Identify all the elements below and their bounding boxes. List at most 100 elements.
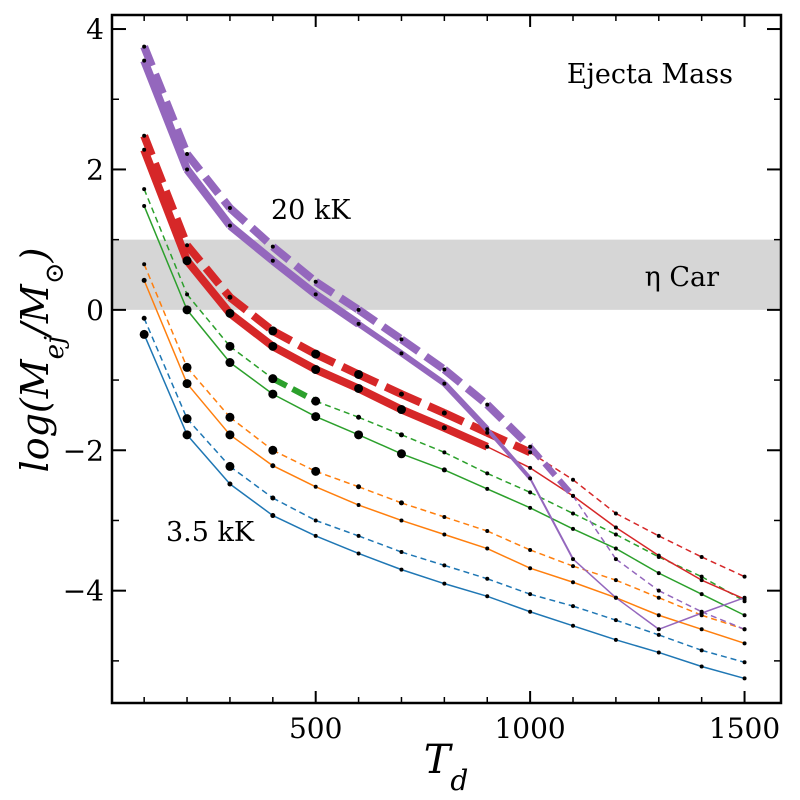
data-point — [182, 305, 192, 315]
series-red-dashed — [140, 134, 745, 578]
segment-3-5-kk-dashed — [615, 619, 660, 636]
segment-20-kk-dashed — [527, 444, 576, 498]
data-point — [528, 450, 533, 455]
markers-orange-dashed — [142, 262, 747, 632]
segment-green-solid — [229, 361, 274, 395]
data-point — [398, 500, 404, 506]
segment-20-kk-dashed — [140, 45, 191, 156]
data-point — [142, 133, 147, 138]
series-3-5-kk-solid — [143, 334, 745, 680]
data-point — [442, 367, 447, 372]
data-point — [613, 578, 618, 583]
data-point — [142, 187, 147, 192]
data-point — [528, 609, 533, 614]
data-point — [528, 505, 533, 510]
data-point — [442, 381, 447, 386]
segment-orange-solid — [444, 533, 488, 550]
segment-red-solid — [658, 554, 703, 581]
data-point — [270, 244, 275, 249]
data-point — [742, 613, 747, 618]
data-point — [528, 476, 533, 481]
segment-orange-solid — [358, 504, 402, 522]
data-point — [313, 279, 318, 284]
segment-orange-solid — [272, 465, 317, 488]
data-point — [571, 526, 576, 531]
markers-3-5-kk-solid — [139, 329, 747, 681]
segment-3-5-kk-dashed — [529, 593, 574, 607]
segment-red-dashed — [572, 479, 617, 515]
segment-3-5-kk-dashed — [272, 497, 317, 522]
tick-label-layer: 500 1000 1500 −4 −2 0 2 4 — [63, 13, 780, 745]
data-point — [311, 412, 321, 422]
series-3-5-kk-dashed — [143, 317, 745, 664]
segment-orange-dashed — [315, 470, 359, 488]
data-point — [356, 533, 361, 538]
segment-20-kk-solid — [658, 612, 702, 630]
data-point — [227, 223, 232, 228]
segment-3-5-kk-solid — [186, 434, 231, 485]
segment-red-solid — [314, 365, 361, 393]
data-point — [571, 557, 576, 562]
data-point — [399, 351, 404, 356]
markers-3-5-kk-dashed — [141, 315, 747, 665]
data-point — [141, 315, 147, 321]
data-point — [485, 529, 490, 533]
y-tick-label: −4 — [63, 575, 104, 608]
data-point — [485, 444, 490, 449]
data-point — [656, 588, 661, 593]
data-point — [699, 664, 704, 669]
data-point — [270, 513, 276, 519]
data-point — [225, 461, 235, 471]
segment-3-5-kk-solid — [658, 651, 702, 668]
data-point — [356, 551, 361, 556]
markers-orange-solid — [141, 277, 747, 646]
series-red-solid — [140, 148, 745, 600]
data-point — [699, 592, 704, 597]
data-point — [311, 466, 321, 476]
data-point — [313, 292, 318, 297]
data-point — [485, 546, 490, 551]
eta-car-band — [112, 239, 781, 310]
markers-red-dashed — [142, 133, 747, 579]
segment-green-solid — [615, 547, 660, 574]
segment-green-solid — [358, 434, 402, 455]
data-point — [142, 147, 147, 152]
data-point — [699, 609, 704, 614]
segment-green-solid — [315, 415, 359, 436]
data-point — [656, 533, 661, 538]
segment-20-kk-dashed — [701, 611, 745, 630]
data-point — [485, 486, 490, 491]
data-point — [528, 465, 533, 470]
data-point — [268, 374, 278, 384]
data-point — [311, 349, 321, 359]
data-point — [268, 341, 278, 351]
segment-red-solid — [356, 384, 404, 414]
segment-20-kk-solid — [140, 59, 191, 171]
data-point — [528, 592, 533, 597]
data-point — [742, 676, 747, 681]
data-point — [141, 277, 147, 283]
segment-orange-dashed — [401, 502, 445, 518]
cool-temperature-label: 3.5 kK — [166, 517, 255, 548]
segment-green-solid — [444, 469, 488, 490]
segment-green-dashed — [615, 533, 660, 558]
data-point — [613, 525, 618, 530]
data-point — [699, 554, 704, 559]
data-point — [182, 362, 192, 372]
data-point — [356, 321, 361, 326]
segment-20-kk-solid — [442, 381, 490, 432]
data-point — [613, 595, 618, 600]
segment-3-5-kk-dashed — [486, 578, 531, 595]
series-20-kk-solid — [140, 59, 745, 630]
data-point — [225, 341, 235, 351]
data-point — [356, 307, 361, 312]
data-point — [442, 514, 447, 519]
data-point — [699, 578, 704, 583]
segment-red-solid — [615, 526, 660, 557]
data-point — [142, 203, 147, 208]
segment-3-5-kk-dashed — [229, 465, 274, 499]
data-point — [225, 412, 235, 422]
data-point — [699, 627, 704, 632]
data-point — [441, 410, 447, 416]
